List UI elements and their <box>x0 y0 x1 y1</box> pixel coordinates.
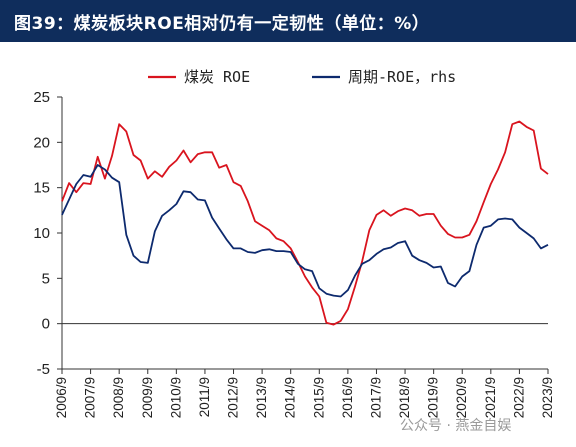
series-group <box>61 120 549 326</box>
x-tick-label: 2021/9 <box>483 377 498 418</box>
legend-label-cycle-roe: 周期-ROE，rhs <box>348 68 456 86</box>
x-tick-label: 2015/9 <box>311 377 326 418</box>
x-tick-label: 2020/9 <box>454 377 469 418</box>
x-tick-label: 2017/9 <box>368 377 383 418</box>
legend-label-coal-roe: 煤炭 ROE <box>184 68 250 86</box>
x-tick-label: 2019/9 <box>426 377 441 418</box>
x-tick-label: 2014/9 <box>283 377 298 418</box>
x-tick-label: 2008/9 <box>111 377 126 418</box>
figure-title: 图39：煤炭板块ROE相对仍有一定韧性（单位：%） <box>14 13 430 34</box>
series-line-coal-roe <box>61 120 549 326</box>
x-tick-label: 2009/9 <box>140 377 155 418</box>
y-tick-label: 25 <box>33 89 50 106</box>
x-tick-label: 2011/9 <box>197 377 212 417</box>
x-tick-label: 2007/9 <box>83 377 98 418</box>
y-tick-label: 0 <box>42 316 50 333</box>
y-tick-label: -5 <box>37 361 50 378</box>
x-tick-label: 2013/9 <box>254 377 269 418</box>
series-line-cycle-roe <box>61 164 549 298</box>
x-tick-label: 2010/9 <box>168 377 183 418</box>
legend: 煤炭 ROE 周期-ROE，rhs <box>148 68 456 86</box>
y-tick-label: 10 <box>33 225 50 242</box>
watermark-text: 公众号 · 燕金自娱 <box>400 418 511 434</box>
y-tick-label: 15 <box>33 180 50 197</box>
line-chart: 煤炭 ROE 周期-ROE，rhs 25 20 15 10 5 0 -5 2006/9 2007… <box>33 68 555 434</box>
x-tick-label: 2018/9 <box>397 377 412 418</box>
x-tick-label: 2022/9 <box>511 377 526 418</box>
x-tick-label: 2016/9 <box>340 377 355 418</box>
figure-title-bar: 图39：煤炭板块ROE相对仍有一定韧性（单位：%） <box>0 0 576 42</box>
x-tick-label: 2023/9 <box>540 377 555 418</box>
y-tick-label: 5 <box>42 270 50 287</box>
axes: 25 20 15 10 5 0 -5 2006/9 2007/9 2008/9 2009/9 2010… <box>33 89 555 418</box>
x-tick-label: 2006/9 <box>54 377 69 418</box>
y-tick-label: 20 <box>33 134 50 151</box>
x-tick-label: 2012/9 <box>226 377 241 418</box>
